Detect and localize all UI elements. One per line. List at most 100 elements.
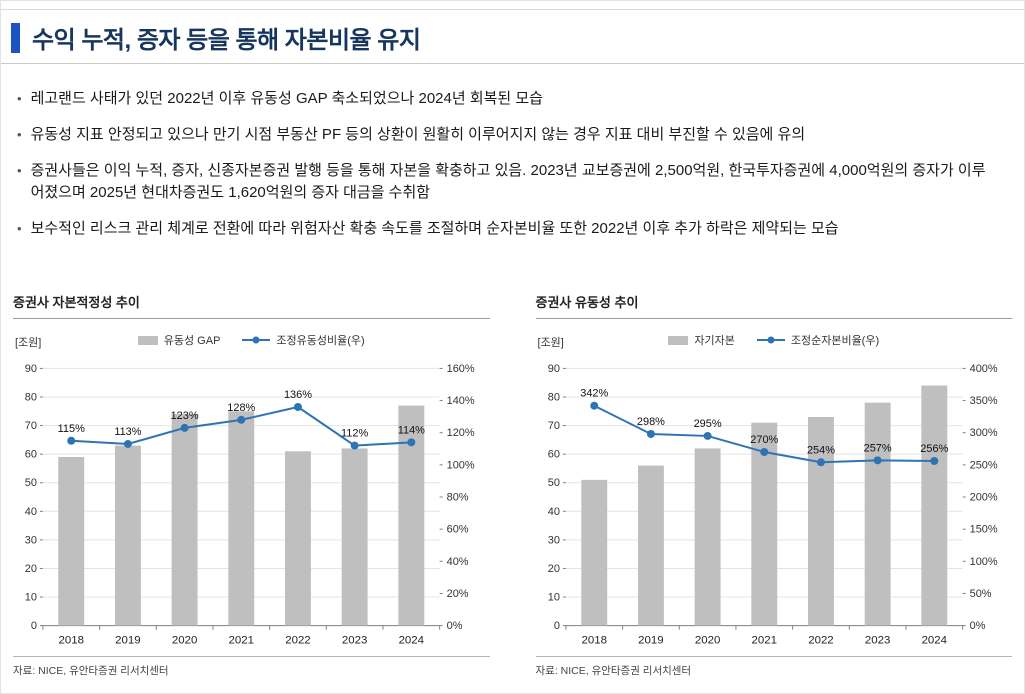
chart-legend: 자기자본 조정순자본비율(우) bbox=[536, 332, 1013, 348]
svg-text:115%: 115% bbox=[58, 423, 85, 435]
title-accent-bar bbox=[11, 22, 20, 53]
svg-text:2023: 2023 bbox=[342, 635, 367, 647]
svg-text:10: 10 bbox=[547, 592, 559, 604]
svg-text:0: 0 bbox=[553, 620, 559, 632]
svg-text:123%: 123% bbox=[171, 410, 199, 422]
bullet-item: • 유동성 지표 안정되고 있으나 만기 시점 부동산 PF 등의 상환이 원활히… bbox=[17, 124, 998, 147]
legend-label: 조정유동성비율(우) bbox=[276, 335, 365, 348]
svg-text:2022: 2022 bbox=[808, 635, 833, 647]
svg-text:2020: 2020 bbox=[172, 635, 197, 647]
bullet-item: • 보수적인 리스크 관리 체계로 전환에 따라 위험자산 확충 속도를 조절하며… bbox=[17, 218, 998, 241]
svg-text:0%: 0% bbox=[969, 620, 985, 632]
bullet-item: • 레고랜드 사태가 있던 2022년 이후 유동성 GAP 축소되었으나 202… bbox=[17, 88, 998, 111]
svg-text:90: 90 bbox=[547, 363, 559, 375]
legend-item-line: 조정유동성비율(우) bbox=[242, 332, 365, 348]
chart-title: 증권사 자본적정성 추이 bbox=[13, 292, 490, 320]
svg-text:256%: 256% bbox=[920, 443, 948, 455]
svg-text:295%: 295% bbox=[693, 418, 721, 430]
svg-text:2023: 2023 bbox=[864, 635, 889, 647]
svg-text:160%: 160% bbox=[447, 363, 475, 375]
axis-unit-label: [조원] bbox=[15, 337, 42, 350]
svg-text:298%: 298% bbox=[636, 416, 664, 428]
axis-unit-label: [조원] bbox=[537, 337, 564, 350]
chart-svg: 0 10 20 30 40 50 60 70 80 90 0% 20% 40% 60% 80% 100% 120… bbox=[25, 363, 475, 647]
svg-text:2020: 2020 bbox=[694, 635, 719, 647]
svg-text:90: 90 bbox=[25, 363, 37, 375]
header-divider bbox=[1, 63, 1024, 64]
legend-bar-swatch bbox=[137, 335, 158, 345]
svg-text:40: 40 bbox=[547, 506, 559, 518]
legend-line-marker bbox=[767, 336, 775, 344]
bullet-marker: • bbox=[17, 162, 22, 178]
svg-text:50%: 50% bbox=[969, 588, 991, 600]
svg-text:140%: 140% bbox=[447, 395, 475, 407]
svg-text:60: 60 bbox=[25, 449, 37, 461]
chart-source: 자료: NICE, 유안타증권 리서치센터 bbox=[13, 656, 490, 678]
svg-text:2021: 2021 bbox=[751, 635, 776, 647]
legend-line-swatch bbox=[242, 336, 271, 344]
svg-text:50: 50 bbox=[547, 477, 559, 489]
chart-source: 자료: NICE, 유안타증권 리서치센터 bbox=[535, 656, 1012, 678]
svg-text:30: 30 bbox=[547, 535, 559, 547]
svg-text:0%: 0% bbox=[447, 620, 463, 632]
top-rule bbox=[1, 9, 1024, 10]
svg-text:70: 70 bbox=[25, 420, 37, 432]
svg-text:136%: 136% bbox=[284, 389, 312, 401]
svg-text:2024: 2024 bbox=[921, 635, 947, 647]
svg-text:2024: 2024 bbox=[399, 635, 425, 647]
bullet-item: • 증권사들은 이익 누적, 증자, 신종자본증권 발행 등을 통해 자본을 확충… bbox=[17, 160, 998, 205]
legend-item-bar: 유동성 GAP bbox=[137, 332, 221, 348]
bullet-text: 증권사들은 이익 누적, 증자, 신종자본증권 발행 등을 통해 자본을 확충하… bbox=[30, 161, 986, 202]
bullet-marker: • bbox=[17, 220, 22, 236]
svg-text:342%: 342% bbox=[580, 388, 608, 400]
bullet-list: • 레고랜드 사태가 있던 2022년 이후 유동성 GAP 축소되었으나 202… bbox=[17, 88, 998, 240]
chart-canvas: 0 10 20 30 40 50 60 70 80 90 0% 50% 100% 150% 200% 250%… bbox=[536, 352, 1013, 650]
svg-text:128%: 128% bbox=[227, 402, 255, 414]
chart-legend: 유동성 GAP 조정유동성비율(우) bbox=[13, 332, 490, 348]
svg-text:257%: 257% bbox=[863, 443, 891, 455]
svg-text:60%: 60% bbox=[447, 524, 469, 536]
svg-text:80%: 80% bbox=[447, 492, 469, 504]
svg-text:112%: 112% bbox=[341, 428, 368, 440]
svg-text:20: 20 bbox=[547, 563, 559, 575]
svg-text:2018: 2018 bbox=[581, 635, 606, 647]
bullet-text: 보수적인 리스크 관리 체계로 전환에 따라 위험자산 확충 속도를 조절하며 … bbox=[30, 219, 839, 237]
page-header: 수익 누적, 증자 등을 통해 자본비율 유지 bbox=[1, 1, 1024, 63]
charts-row: 증권사 자본적정성 추이 [조원] 유동성 GAP 조정유동성비율(우) 0 10 2… bbox=[1, 292, 1024, 678]
svg-text:150%: 150% bbox=[969, 524, 997, 536]
svg-text:70: 70 bbox=[547, 420, 559, 432]
svg-text:10: 10 bbox=[25, 592, 37, 604]
legend-label: 유동성 GAP bbox=[163, 335, 221, 348]
svg-text:270%: 270% bbox=[750, 434, 778, 446]
svg-text:200%: 200% bbox=[969, 492, 997, 504]
bullet-marker: • bbox=[17, 126, 22, 142]
svg-text:0: 0 bbox=[31, 620, 37, 632]
chart-canvas: 0 10 20 30 40 50 60 70 80 90 0% 20% 40% 60% 80% 100% 120… bbox=[13, 352, 490, 650]
svg-text:2019: 2019 bbox=[638, 635, 663, 647]
chart-svg: 0 10 20 30 40 50 60 70 80 90 0% 50% 100% 150% 200% 250%… bbox=[547, 363, 997, 647]
svg-text:400%: 400% bbox=[969, 363, 997, 375]
bullet-text: 레고랜드 사태가 있던 2022년 이후 유동성 GAP 축소되었으나 2024… bbox=[30, 90, 543, 107]
svg-text:20: 20 bbox=[25, 563, 37, 575]
svg-text:60: 60 bbox=[547, 449, 559, 461]
svg-text:2022: 2022 bbox=[285, 635, 310, 647]
svg-text:100%: 100% bbox=[447, 460, 475, 472]
legend-line-marker bbox=[252, 336, 260, 344]
svg-text:350%: 350% bbox=[969, 395, 997, 407]
svg-text:50: 50 bbox=[25, 477, 37, 489]
svg-text:30: 30 bbox=[25, 535, 37, 547]
chart-panel-liquidity: 증권사 유동성 추이 [조원] 자기자본 조정순자본비율(우) 0 10 20 30 40… bbox=[535, 292, 1013, 678]
bullet-marker: • bbox=[17, 91, 22, 106]
svg-text:114%: 114% bbox=[398, 425, 425, 437]
svg-text:113%: 113% bbox=[114, 426, 141, 438]
svg-text:20%: 20% bbox=[447, 588, 469, 600]
chart-title: 증권사 유동성 추이 bbox=[535, 292, 1012, 320]
legend-line-swatch bbox=[756, 336, 785, 344]
svg-text:100%: 100% bbox=[969, 556, 997, 568]
page-title: 수익 누적, 증자 등을 통해 자본비율 유지 bbox=[32, 27, 421, 54]
svg-text:2018: 2018 bbox=[59, 635, 84, 647]
legend-item-bar: 자기자본 bbox=[668, 332, 735, 348]
legend-label: 조정순자본비율(우) bbox=[790, 335, 880, 348]
svg-text:120%: 120% bbox=[447, 427, 475, 439]
